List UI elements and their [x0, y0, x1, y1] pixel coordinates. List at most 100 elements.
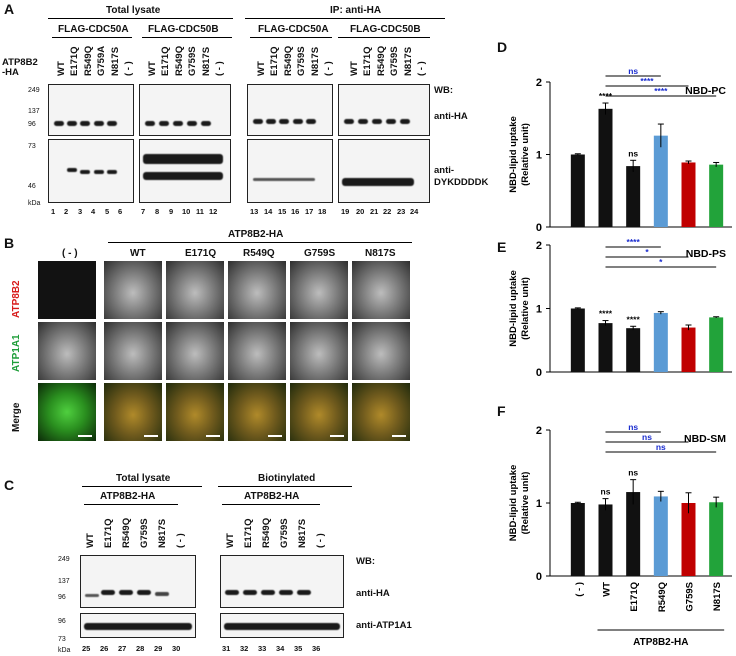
mw-marker: 137 [58, 578, 70, 585]
bar [653, 496, 668, 576]
lane-label: WT [256, 61, 267, 76]
lane-number: 14 [264, 207, 273, 216]
lane-number: 15 [278, 207, 287, 216]
bar-label: ns [601, 487, 611, 497]
panel-a-total-lysate: Total lysate [106, 5, 161, 16]
panel-c-biotinylated: Biotinylated [258, 473, 316, 484]
comparison-label: **** [627, 237, 641, 247]
micrograph-2-4 [289, 382, 349, 442]
x-tick-label: E171Q [629, 582, 640, 612]
lane-label: WT [349, 61, 360, 76]
blot-a-ip-cdc50a-flag [247, 139, 333, 203]
micrograph-2-3 [227, 382, 287, 442]
bar [626, 492, 641, 576]
bar-label: **** [627, 314, 641, 324]
lane-number: 7 [141, 207, 146, 216]
lane-label: N817S [403, 46, 414, 76]
panel-b-header-line [108, 242, 412, 243]
bar [709, 317, 724, 372]
bar [598, 504, 613, 576]
panel-b-col: R549Q [243, 248, 275, 259]
bar [653, 135, 668, 227]
lane-label: ( - ) [214, 61, 225, 76]
bar [570, 154, 585, 227]
lane-label: E171Q [69, 46, 80, 76]
lane-number: 36 [312, 644, 321, 653]
lane-label: WT [147, 61, 158, 76]
lane-label: R549Q [83, 45, 94, 76]
mw-marker: 96 [58, 594, 66, 601]
lane-label: N817S [297, 518, 308, 548]
y-axis-label: (Relative unit) [520, 277, 531, 340]
comparison-label: ns [656, 442, 666, 452]
comparison-label: **** [654, 86, 668, 96]
bar [681, 503, 696, 576]
bar [598, 108, 613, 227]
panel-a-group-b-2-line [338, 37, 430, 38]
lane-label: ( - ) [175, 533, 186, 548]
y-axis-label: NBD-lipid uptake [508, 465, 519, 542]
panel-b-header: ATP8B2-HA [228, 229, 284, 240]
panel-e-letter: E [497, 239, 507, 255]
lane-number: 6 [118, 207, 123, 216]
micrograph-1-4 [289, 321, 349, 381]
y-tick-label: 2 [536, 425, 542, 437]
panel-b-row-merge: Merge [11, 402, 22, 432]
panel-a-group-a-1-line [52, 37, 132, 38]
lane-number: 26 [100, 644, 109, 653]
lane-label: E171Q [362, 46, 373, 76]
lane-label: G759S [279, 518, 290, 548]
bar [598, 323, 613, 372]
y-tick-label: 0 [536, 222, 542, 234]
blot-a-ip-cdc50b-ha [338, 84, 430, 136]
bar [570, 308, 585, 372]
panel-a-group-a-2: FLAG-CDC50A [258, 24, 329, 35]
lane-number: 18 [318, 207, 327, 216]
lane-number: 5 [105, 207, 110, 216]
panel-b-col: G759S [304, 248, 336, 259]
panel-a-letter: A [4, 1, 15, 17]
comparison-label: ns [628, 66, 638, 76]
blot-c-total-ha [80, 555, 196, 608]
panel-b-col: N817S [365, 248, 396, 259]
kda-label: kDa [58, 647, 71, 654]
bar [626, 166, 641, 227]
panel-c-group-2-line [222, 504, 320, 505]
lane-number: 34 [276, 644, 285, 653]
blot-a-total-cdc50b-ha [139, 84, 231, 136]
x-tick-label: R549Q [657, 582, 668, 612]
lane-number: 33 [258, 644, 267, 653]
lane-number: 27 [118, 644, 127, 653]
lane-label: ( - ) [315, 533, 326, 548]
bar-label: ns [628, 468, 638, 478]
mw-marker: 73 [58, 636, 66, 643]
micrograph-1-3 [227, 321, 287, 381]
panel-c-wb: WB: [356, 556, 375, 567]
lane-number: 22 [383, 207, 392, 216]
lane-number: 17 [305, 207, 314, 216]
lane-label: E171Q [269, 46, 280, 76]
mw-marker: 249 [58, 556, 70, 563]
panel-a-row-label: ATP8B2 -HA [2, 57, 38, 78]
lane-label: R549Q [261, 517, 272, 548]
y-tick-label: 2 [536, 240, 542, 252]
bar-label: ns [628, 148, 638, 158]
micrograph-1-1 [103, 321, 163, 381]
lane-label: G759S [296, 46, 307, 76]
blot-a-total-cdc50a-flag [48, 139, 134, 203]
scale-bar [392, 435, 406, 437]
comparison-label: ns [628, 422, 638, 432]
lane-label: WT [85, 533, 96, 548]
x-tick-label: N817S [712, 582, 723, 611]
micrograph-0-4 [289, 260, 349, 320]
lane-label: R549Q [121, 517, 132, 548]
lane-number: 35 [294, 644, 303, 653]
panel-a-anti-ha: anti-HA [434, 111, 468, 122]
chart-title: NBD-SM [684, 433, 726, 445]
panel-a-group-b-1-line [142, 37, 232, 38]
panel-b-letter: B [4, 235, 15, 251]
scale-bar [144, 435, 158, 437]
micrograph-2-2 [165, 382, 225, 442]
lane-label: N817S [157, 518, 168, 548]
panel-b-col: E171Q [185, 248, 217, 259]
